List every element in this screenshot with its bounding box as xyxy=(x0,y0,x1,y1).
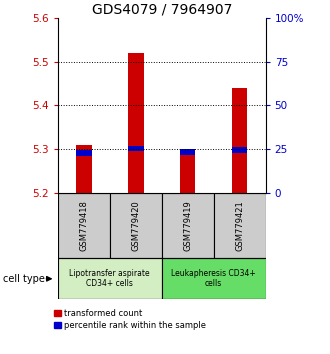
Text: cell type: cell type xyxy=(3,274,45,284)
Legend: transformed count, percentile rank within the sample: transformed count, percentile rank withi… xyxy=(54,309,207,330)
Text: GSM779419: GSM779419 xyxy=(183,200,192,251)
Bar xyxy=(214,193,266,258)
Bar xyxy=(76,145,91,193)
Bar xyxy=(180,149,195,155)
Bar xyxy=(58,193,110,258)
Title: GDS4079 / 7964907: GDS4079 / 7964907 xyxy=(91,2,232,17)
Bar xyxy=(128,53,144,193)
Bar xyxy=(232,147,248,153)
Bar xyxy=(110,193,162,258)
Bar xyxy=(76,150,91,156)
Bar xyxy=(58,258,162,299)
Bar xyxy=(162,258,266,299)
Text: GSM779420: GSM779420 xyxy=(131,200,140,251)
Text: GSM779418: GSM779418 xyxy=(79,200,88,251)
Bar xyxy=(162,193,214,258)
Text: Lipotransfer aspirate
CD34+ cells: Lipotransfer aspirate CD34+ cells xyxy=(69,269,150,289)
Text: Leukapheresis CD34+
cells: Leukapheresis CD34+ cells xyxy=(171,269,256,289)
Bar xyxy=(232,88,248,193)
Bar xyxy=(128,145,144,151)
Bar xyxy=(180,154,195,193)
Text: GSM779421: GSM779421 xyxy=(235,200,244,251)
